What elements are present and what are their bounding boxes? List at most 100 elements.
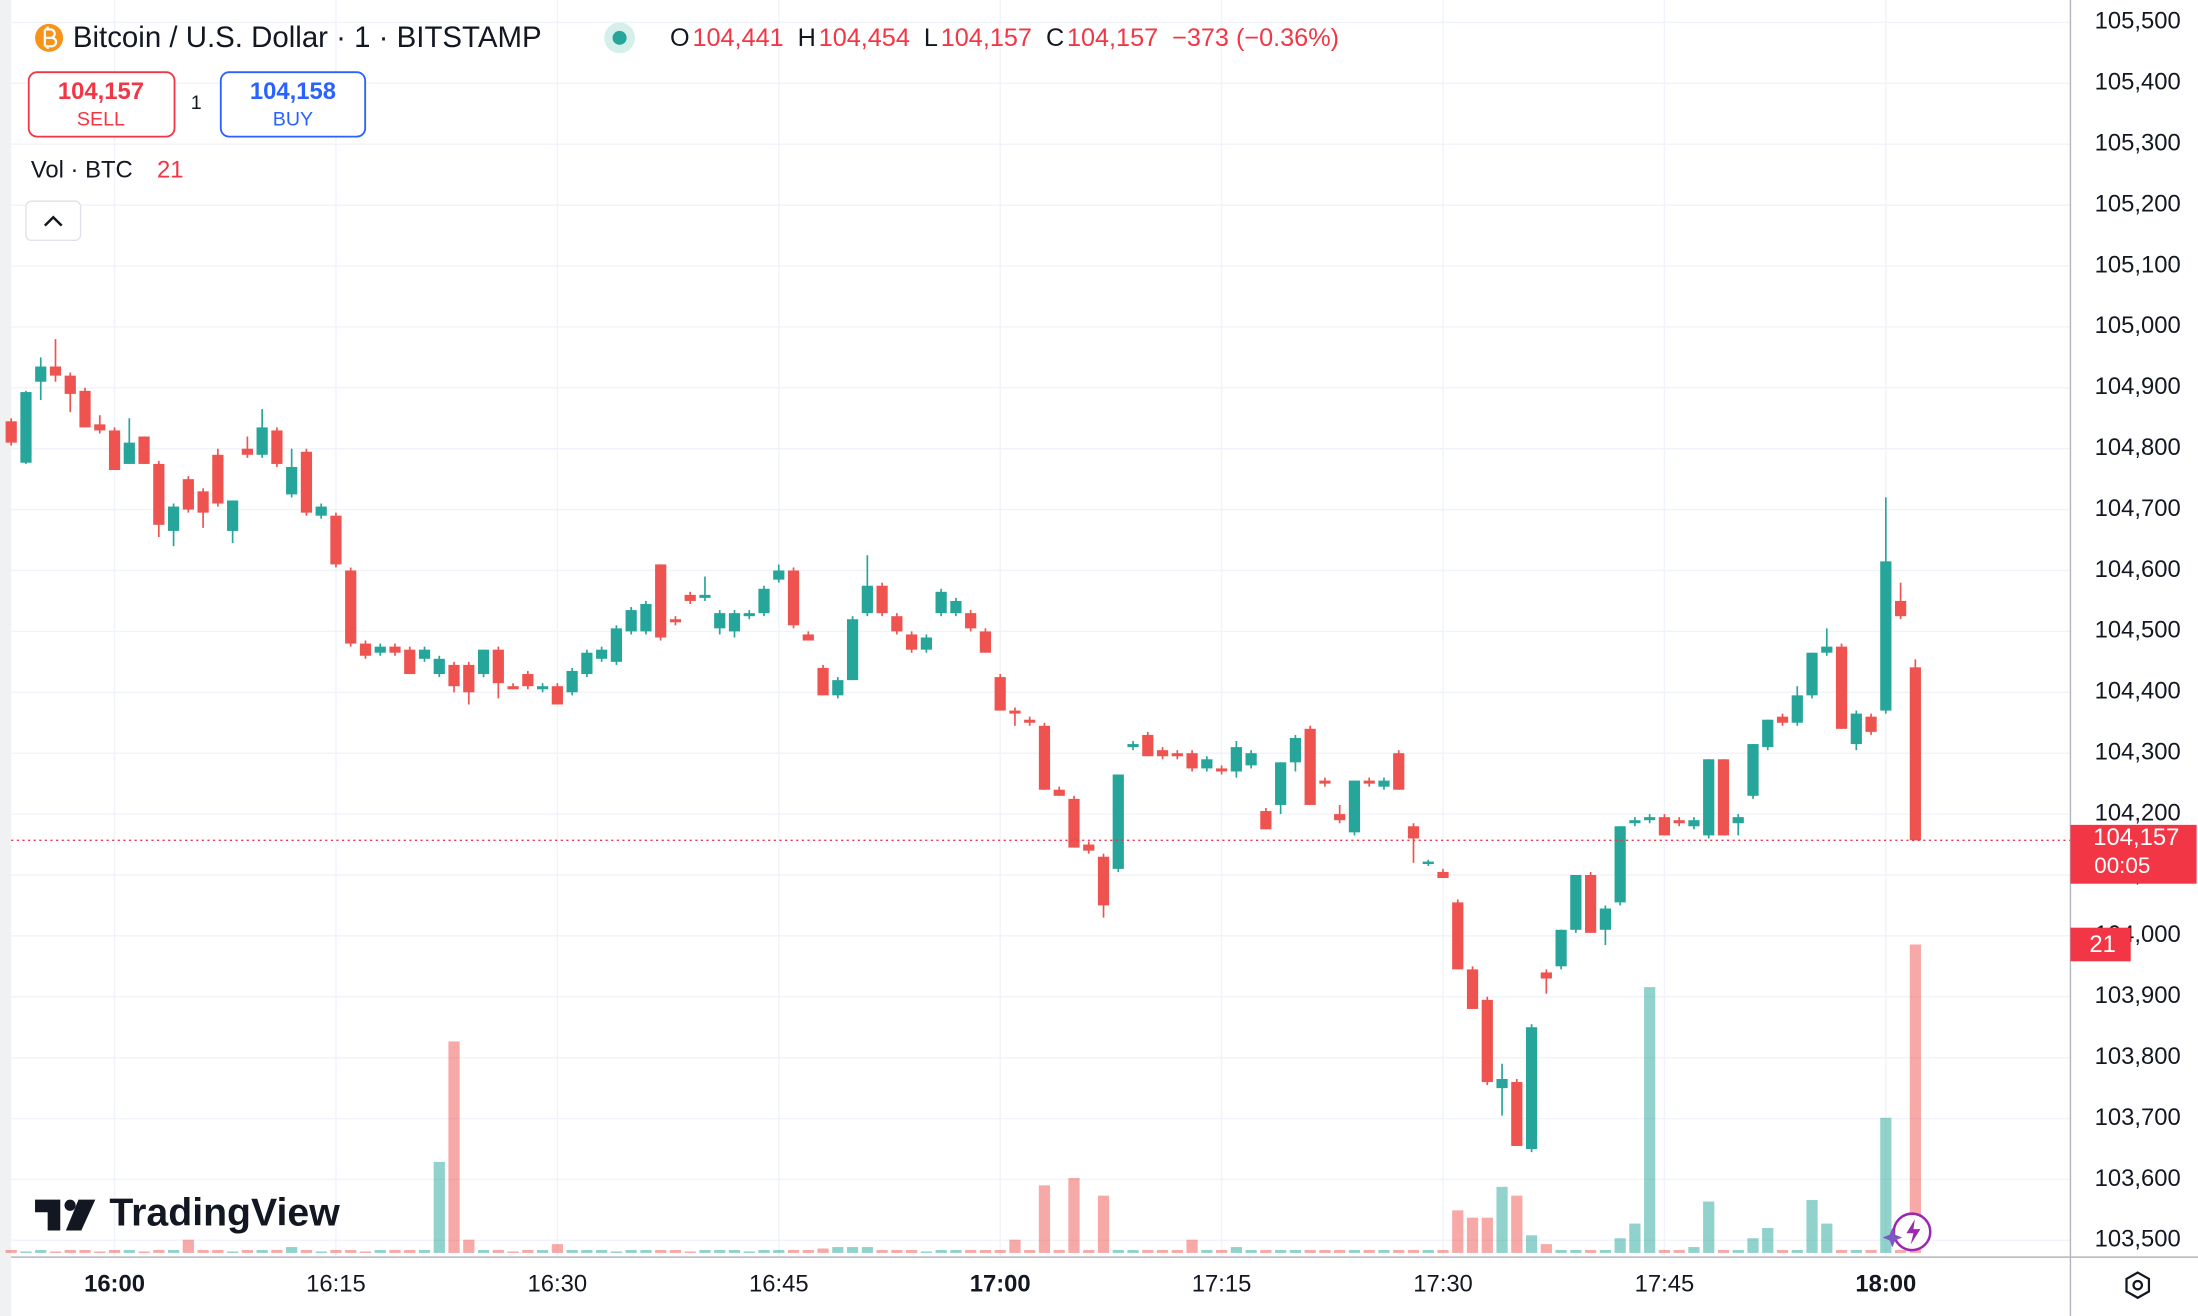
- x-tick-label: 18:00: [1855, 1270, 1916, 1297]
- sell-button[interactable]: 104,157 SELL: [27, 71, 176, 138]
- y-tick-label: 104,700: [2095, 495, 2181, 522]
- volume-bar: [1865, 1249, 1877, 1253]
- volume-bar: [522, 1249, 534, 1253]
- volume-bar: [1644, 987, 1656, 1253]
- candle-body: [212, 454, 224, 504]
- sell-price[interactable]: 104,157: [58, 78, 144, 105]
- volume-bar: [773, 1249, 785, 1253]
- buy-button[interactable]: 104,158 BUY: [219, 71, 367, 138]
- volume-bar: [1599, 1249, 1611, 1253]
- volume-bar: [108, 1249, 121, 1253]
- x-tick-label: 17:30: [1413, 1270, 1473, 1297]
- candle-body: [1481, 999, 1493, 1083]
- candle-body: [463, 664, 475, 693]
- candle-body: [581, 652, 593, 675]
- volume-bar: [1437, 1249, 1449, 1253]
- volume-bar: [861, 1247, 873, 1253]
- volume-bar: [79, 1249, 91, 1253]
- volume-layer: [5, 944, 1921, 1253]
- volume-bar: [1835, 1249, 1848, 1253]
- volume-bar: [433, 1161, 445, 1253]
- volume-bar: [197, 1249, 209, 1253]
- collapse-chevron[interactable]: [43, 215, 63, 227]
- volume-bar: [965, 1249, 977, 1253]
- volume-bar: [1762, 1227, 1774, 1253]
- candle-body: [891, 616, 903, 632]
- volume-bar: [817, 1248, 829, 1253]
- assistant-bolt[interactable]: [1906, 1219, 1921, 1245]
- sell-label[interactable]: SELL: [77, 109, 125, 131]
- volume-bar: [1880, 1117, 1892, 1253]
- candle-body: [1245, 753, 1257, 766]
- volume-bar: [846, 1247, 859, 1253]
- settings-button[interactable]: [2125, 1271, 2151, 1300]
- candle-body: [817, 667, 829, 696]
- candle-body: [1570, 874, 1582, 930]
- y-tick-label: 105,400: [2095, 69, 2181, 96]
- volume-bar: [1894, 1249, 1907, 1253]
- volume-bar: [1334, 1249, 1346, 1253]
- volume-bar: [167, 1249, 180, 1253]
- candle-body: [138, 436, 150, 464]
- candle-body: [1511, 1082, 1523, 1146]
- candle-body: [965, 613, 977, 629]
- quote-key: L: [924, 24, 938, 52]
- candle-body: [1658, 817, 1671, 836]
- candle-body: [1127, 744, 1139, 748]
- candle-body: [1644, 817, 1656, 821]
- candle-body: [374, 646, 386, 653]
- candle-body: [345, 570, 357, 644]
- candle-body: [256, 427, 268, 455]
- volume-bar: [1260, 1249, 1272, 1253]
- candle-body: [1673, 820, 1685, 824]
- candle-body: [1806, 652, 1818, 696]
- candle-body: [1378, 780, 1390, 787]
- candle-body: [1732, 817, 1744, 824]
- volume-bar: [906, 1249, 918, 1253]
- x-tick-label: 16:15: [306, 1270, 366, 1297]
- volume-bar: [1658, 1249, 1671, 1253]
- y-tick-label: 103,700: [2095, 1104, 2181, 1131]
- candle-body: [876, 585, 888, 614]
- candle-body: [330, 515, 342, 565]
- candle-body: [1555, 929, 1567, 967]
- candle-body: [1717, 759, 1730, 836]
- buy-button-frame[interactable]: [219, 71, 367, 138]
- y-tick-label: 105,200: [2095, 190, 2181, 217]
- volume-bar: [330, 1249, 342, 1253]
- volume-bar: [1097, 1195, 1110, 1253]
- volume-bar: [1363, 1249, 1375, 1253]
- assistant-sparkle[interactable]: [1882, 1227, 1903, 1248]
- volume-bar: [374, 1249, 386, 1253]
- volume-bar: [463, 1239, 475, 1253]
- sell-button-frame[interactable]: [27, 71, 176, 138]
- candle-body: [684, 594, 696, 601]
- collapse-button[interactable]: [25, 200, 82, 242]
- volume-bar: [1673, 1249, 1685, 1253]
- buy-label[interactable]: BUY: [273, 109, 313, 131]
- candle-body: [1909, 667, 1921, 841]
- settings-center[interactable]: [2132, 1279, 2144, 1291]
- volume-bar: [138, 1251, 150, 1253]
- candle-body: [1215, 768, 1228, 772]
- candle-body: [758, 588, 770, 614]
- volume-bar: [1201, 1249, 1213, 1253]
- candle-body: [596, 649, 608, 659]
- buy-price[interactable]: 104,158: [250, 78, 336, 105]
- market-status-dot: [612, 30, 627, 45]
- candle-body: [300, 451, 313, 513]
- quote-value: 104,157: [1067, 24, 1158, 52]
- candle-body: [1304, 728, 1316, 805]
- volume-bar: [492, 1249, 504, 1253]
- settings-hex[interactable]: [2125, 1271, 2151, 1300]
- volume-bar: [1585, 1249, 1597, 1253]
- candle-body: [167, 506, 180, 531]
- volume-bar: [477, 1249, 490, 1253]
- volume-bar: [1540, 1244, 1552, 1253]
- candle-body: [610, 628, 623, 662]
- volume-bar: [123, 1249, 135, 1253]
- volume-bar: [979, 1249, 992, 1253]
- order-quantity[interactable]: 1: [191, 92, 202, 114]
- candle-body: [1703, 759, 1715, 836]
